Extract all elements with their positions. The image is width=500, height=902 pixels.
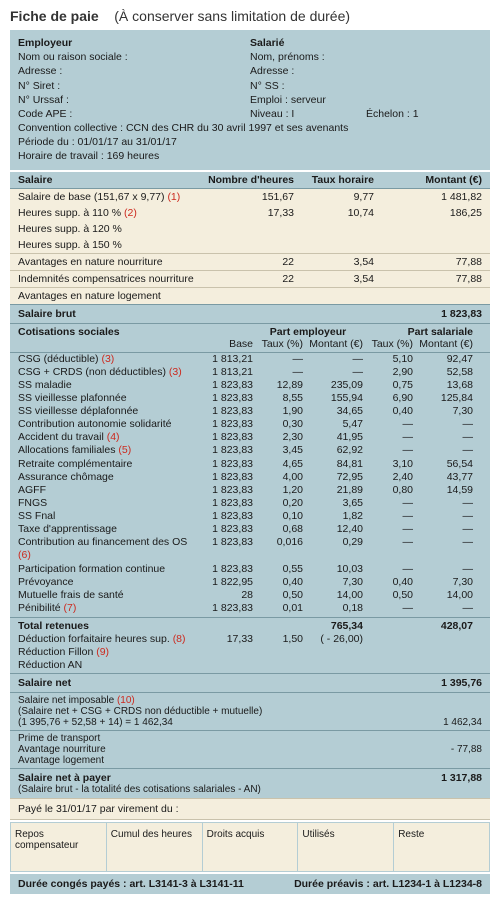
employer-name: Nom ou raison sociale : (18, 50, 250, 64)
cotisation-row: Retraite complémentaire1 823,834,6584,81… (10, 458, 490, 471)
footer-box: Reste (394, 822, 490, 872)
cotisation-row: CSG + CRDS (non déductibles) (3)1 813,21… (10, 366, 490, 379)
periode: Période du : 01/01/17 au 31/01/17 (18, 135, 482, 149)
deduction-row: Déduction forfaitaire heures sup. (8) 17… (10, 633, 490, 646)
cotisations-section: Cotisations sociales Part employeur Part… (10, 323, 490, 798)
employee-niveau: Niveau : I (250, 107, 366, 121)
footer-box: Cumul des heures (107, 822, 203, 872)
employee-heading: Salarié (250, 36, 482, 50)
prime-transport-row: Prime de transport Avantage nourriture A… (10, 730, 490, 768)
cotisation-row: Contribution au financement des OS (6)1 … (10, 536, 490, 562)
cotisation-row: CSG (déductible) (3)1 813,21——5,1092,47 (10, 353, 490, 366)
employee-name: Nom, prénoms : (250, 50, 482, 64)
cotisation-row: AGFF1 823,831,2021,890,8014,59 (10, 484, 490, 497)
title-sub: (À conserver sans limitation de durée) (114, 8, 350, 24)
cotisations-body: CSG (déductible) (3)1 813,21——5,1092,47C… (10, 353, 490, 616)
indemnites-row: Indemnités compensatrices nourriture 22 … (10, 270, 490, 287)
cotisation-row: Accident du travail (4)1 823,832,3041,95… (10, 431, 490, 444)
employee-echelon: Échelon : 1 (366, 107, 482, 121)
footer-left: Durée congés payés : art. L3141-3 à L314… (18, 878, 250, 890)
salary-row: Heures supp. à 150 % (10, 237, 490, 253)
col-salaire: Salaire (18, 174, 208, 186)
col-taux: Taux horaire (308, 174, 388, 186)
cotisation-row: Taxe d'apprentissage1 823,830,6812,40—— (10, 523, 490, 536)
salary-body: Salaire de base (151,67 x 9,77) (1)151,6… (10, 189, 490, 253)
header-box: Employeur Nom ou raison sociale : Adress… (10, 30, 490, 170)
col-montant: Montant (€) (388, 174, 482, 186)
employee-block: Salarié Nom, prénoms : Adresse : N° SS :… (250, 36, 482, 121)
cotisation-row: Participation formation continue1 823,83… (10, 563, 490, 576)
cotisation-row: SS vieillesse déplafonnée1 823,831,9034,… (10, 405, 490, 418)
avantage-logement-row: Avantages en nature logement (10, 287, 490, 304)
salaire-brut-row: Salaire brut 1 823,83 (10, 304, 490, 323)
cotisations-subheader: Base Taux (%) Montant (€) Taux (%) Monta… (10, 338, 490, 353)
employee-address: Adresse : (250, 64, 482, 78)
cotisation-row: SS vieillesse plafonnée1 823,838,55155,9… (10, 392, 490, 405)
page-title: Fiche de paie (À conserver sans limitati… (10, 8, 490, 24)
net-a-payer-row: Salaire net à payer 1 317,88 (Salaire br… (10, 768, 490, 798)
footer-box: Repos compensateur (10, 822, 107, 872)
col-heures: Nombre d'heures (208, 174, 308, 186)
footer-right: Durée préavis : art. L1234-1 à L1234-8 (250, 878, 482, 890)
employer-siret: N° Siret : (18, 79, 250, 93)
salary-row: Heures supp. à 110 % (2)17,3310,74186,25 (10, 205, 490, 221)
employer-urssaf: N° Urssaf : (18, 93, 250, 107)
avantage-nourriture-row: Avantages en nature nourriture 22 3,54 7… (10, 253, 490, 270)
cotisation-row: SS Fnal1 823,830,101,82—— (10, 510, 490, 523)
footer-boxes: Repos compensateurCumul des heuresDroits… (10, 822, 490, 872)
cotisation-row: Contribution autonomie solidarité1 823,8… (10, 418, 490, 431)
paid-line: Payé le 31/01/17 par virement du : (10, 798, 490, 820)
net-imposable-row: Salaire net imposable (10) (Salaire net … (10, 692, 490, 730)
horaire: Horaire de travail : 169 heures (18, 149, 482, 163)
employer-block: Employeur Nom ou raison sociale : Adress… (18, 36, 250, 121)
payslip: Fiche de paie (À conserver sans limitati… (0, 0, 500, 902)
footer-box: Utilisés (298, 822, 394, 872)
reduction-an-row: Réduction AN (10, 659, 490, 672)
cotisation-row: Mutuelle frais de santé280,5014,000,5014… (10, 589, 490, 602)
employee-job: Emploi : serveur (250, 93, 482, 107)
salary-section: Salaire Nombre d'heures Taux horaire Mon… (10, 172, 490, 323)
cotisations-header: Cotisations sociales Part employeur Part… (10, 323, 490, 338)
employee-ss: N° SS : (250, 79, 482, 93)
title-main: Fiche de paie (10, 8, 99, 24)
cotisation-row: Allocations familiales (5)1 823,833,4562… (10, 444, 490, 457)
salary-row: Heures supp. à 120 % (10, 221, 490, 237)
salary-header: Salaire Nombre d'heures Taux horaire Mon… (10, 172, 490, 189)
cotisation-row: Prévoyance1 822,950,407,300,407,30 (10, 576, 490, 589)
employer-heading: Employeur (18, 36, 250, 50)
footer-box: Droits acquis (203, 822, 299, 872)
reduction-fillon-row: Réduction Fillon (9) (10, 646, 490, 659)
total-retenues-row: Total retenues 765,34 428,07 (10, 617, 490, 633)
convention: Convention collective : CCN des CHR du 3… (18, 121, 482, 135)
cotisation-row: Pénibilité (7)1 823,830,010,18—— (10, 602, 490, 615)
cotisation-row: SS maladie1 823,8312,89235,090,7513,68 (10, 379, 490, 392)
salary-row: Salaire de base (151,67 x 9,77) (1)151,6… (10, 189, 490, 205)
salaire-net-row: Salaire net 1 395,76 (10, 673, 490, 692)
employer-address: Adresse : (18, 64, 250, 78)
cotisation-row: Assurance chômage1 823,834,0072,952,4043… (10, 471, 490, 484)
cotisation-row: FNGS1 823,830,203,65—— (10, 497, 490, 510)
employer-ape: Code APE : (18, 107, 250, 121)
